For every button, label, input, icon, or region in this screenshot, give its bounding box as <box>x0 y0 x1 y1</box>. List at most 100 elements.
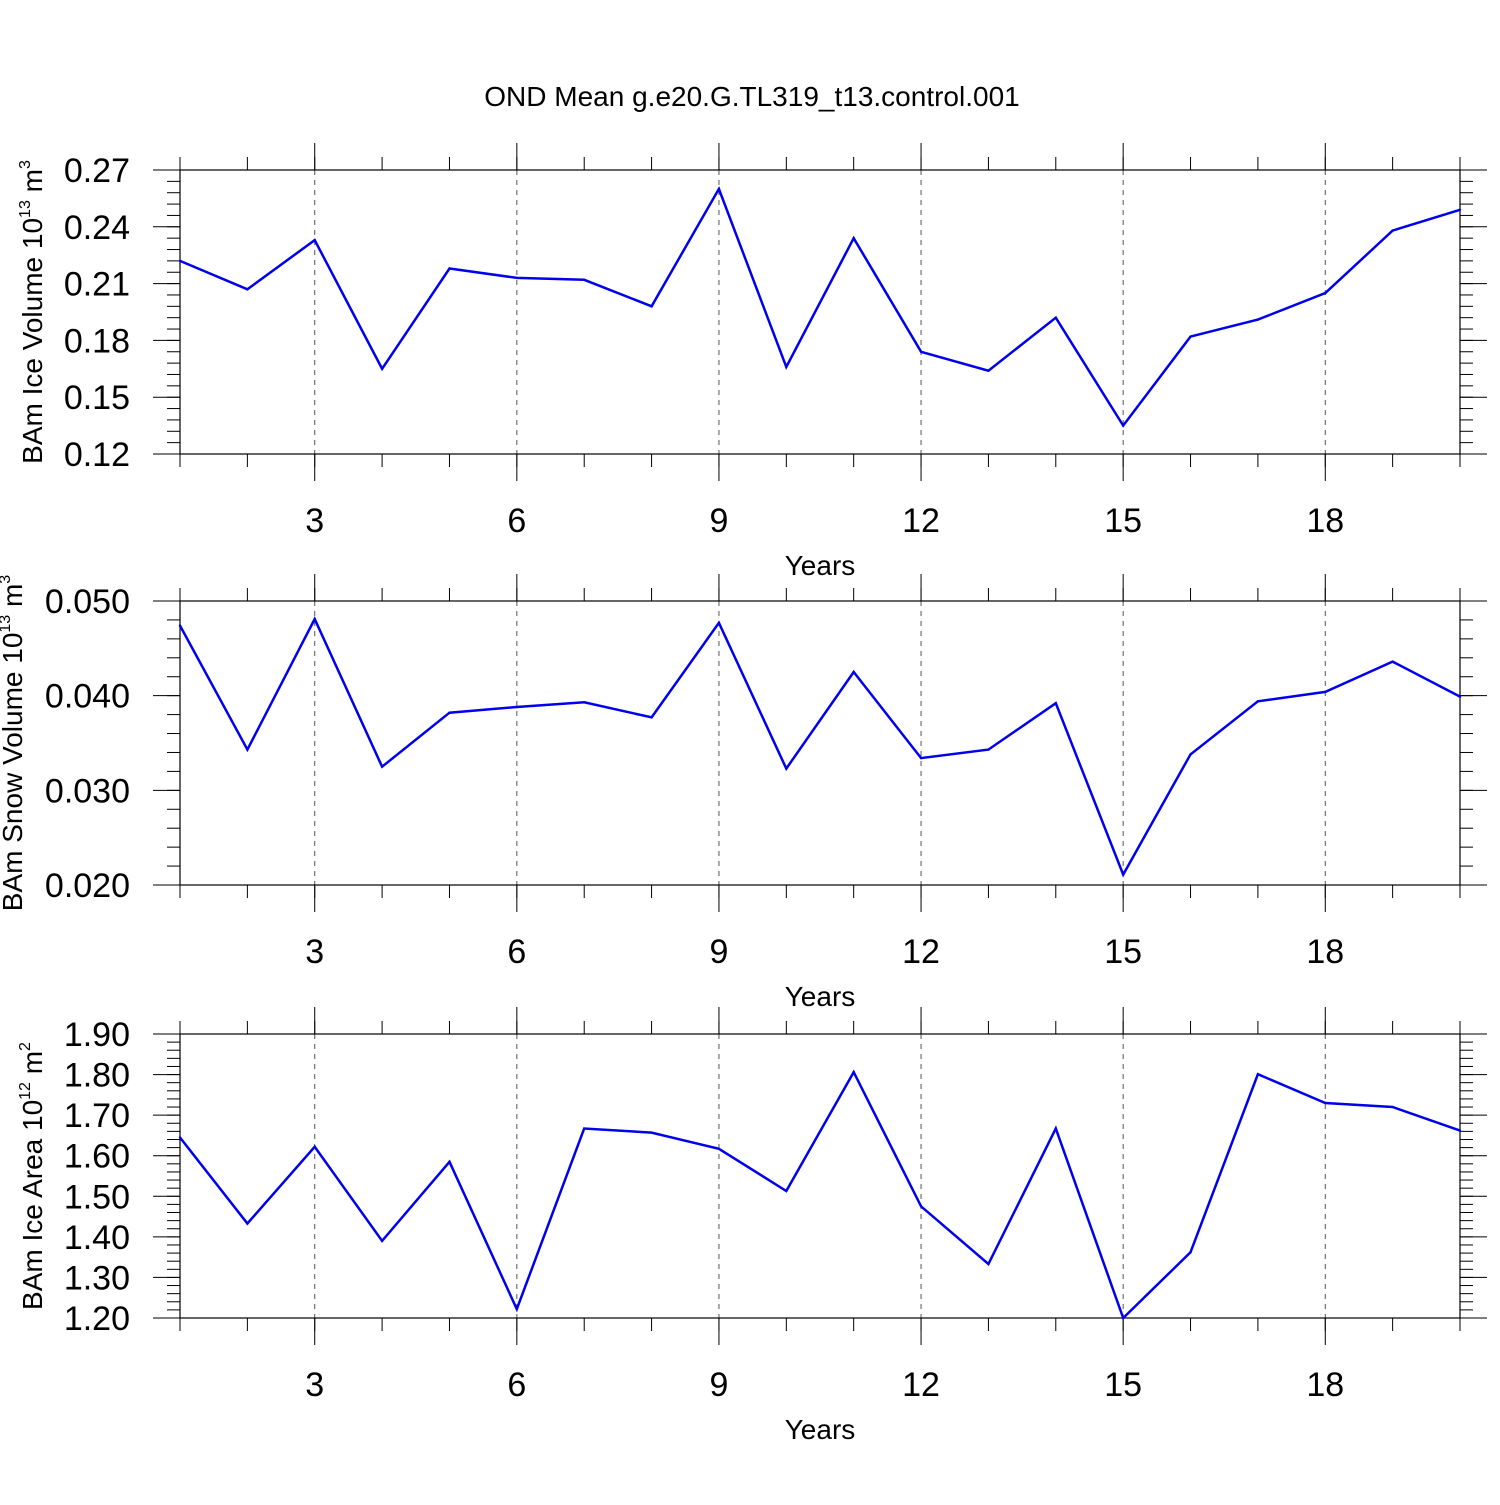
x-tick-label: 9 <box>709 1366 728 1404</box>
y-tick-label: 1.40 <box>64 1219 130 1257</box>
y-tick-label: 1.90 <box>64 1016 130 1054</box>
data-point <box>1121 424 1125 427</box>
y-tick-label: 1.60 <box>64 1138 130 1176</box>
data-point <box>919 350 923 353</box>
chart-title: OND Mean g.e20.G.TL319_t13.control.001 <box>484 81 1019 112</box>
y-tick-label: 0.24 <box>64 209 130 247</box>
data-point <box>1324 1101 1327 1105</box>
data-point <box>650 1131 653 1134</box>
data-point <box>1458 1129 1462 1132</box>
data-point <box>380 1239 384 1243</box>
data-point <box>515 276 519 280</box>
data-point <box>1324 291 1327 295</box>
y-tick-label: 0.020 <box>45 867 130 905</box>
data-point <box>1189 1251 1192 1254</box>
y-tick-label: 0.15 <box>64 379 130 417</box>
data-point <box>515 1307 519 1311</box>
data-point <box>246 748 249 751</box>
data-point <box>178 624 182 627</box>
data-point <box>583 701 586 704</box>
data-point <box>1458 208 1462 211</box>
data-point <box>1054 316 1057 319</box>
y-tick-label: 0.040 <box>45 678 130 716</box>
series-line <box>179 185 1461 428</box>
data-point <box>987 369 990 372</box>
x-axis-title: Years <box>785 1414 856 1445</box>
data-point <box>1121 1316 1125 1320</box>
y-tick-label: 1.30 <box>64 1259 130 1297</box>
data-point <box>313 617 316 621</box>
data-point <box>178 1136 182 1139</box>
data-point <box>785 767 788 770</box>
y-axis-title: BAm Ice Volume 1013 m3 <box>17 160 48 464</box>
y-tick-label: 1.20 <box>64 1300 130 1338</box>
data-point <box>1391 660 1394 663</box>
data-point <box>650 305 653 308</box>
x-tick-label: 6 <box>507 1366 526 1404</box>
data-point <box>1391 1105 1394 1109</box>
data-point <box>852 1070 855 1074</box>
x-tick-label: 3 <box>305 1366 324 1404</box>
data-point <box>246 288 249 291</box>
x-tick-label: 12 <box>902 933 940 971</box>
x-tick-label: 3 <box>305 502 324 540</box>
data-point <box>852 236 855 240</box>
data-point <box>1458 695 1462 698</box>
data-point <box>1189 753 1192 756</box>
plot-frame <box>179 1033 1461 1319</box>
x-axis-title: Years <box>785 550 856 581</box>
data-point <box>717 187 721 191</box>
series-line <box>179 1069 1461 1321</box>
data-point <box>1256 318 1260 321</box>
x-tick-label: 18 <box>1306 1366 1344 1404</box>
y-tick-label: 0.12 <box>64 436 130 474</box>
y-tick-label: 0.050 <box>45 583 130 621</box>
x-tick-label: 6 <box>507 502 526 540</box>
y-tick-label: 1.80 <box>64 1057 130 1095</box>
y-tick-label: 0.030 <box>45 772 130 810</box>
data-point <box>583 278 586 282</box>
panel-2: 3 6 9 12 15 18 0.020 0.030 0.040 0.050 Years BAm Sn… <box>0 574 1487 1012</box>
plot-frame <box>179 169 1461 455</box>
data-point <box>987 748 990 751</box>
x-tick-label: 9 <box>709 933 728 971</box>
data-point <box>1256 700 1260 703</box>
data-point <box>852 670 855 674</box>
panel-3: 3 6 9 12 15 18 1.201.301.401.501.601.701.801.9… <box>17 1007 1487 1445</box>
data-point <box>380 765 384 768</box>
data-point <box>313 238 316 242</box>
y-axis-title: BAm Ice Area 1012 m2 <box>17 1042 48 1310</box>
panel-1: 3 6 9 12 15 18 0.12 0.15 0.18 0.21 0.24 0.27 Years BA… <box>17 143 1487 581</box>
data-point <box>717 621 721 624</box>
data-point <box>919 756 923 760</box>
x-tick-label: 15 <box>1104 933 1142 971</box>
x-tick-label: 6 <box>507 933 526 971</box>
data-point <box>1324 690 1327 694</box>
data-point <box>583 1127 586 1130</box>
y-tick-label: 1.70 <box>64 1097 130 1135</box>
data-point <box>448 267 451 270</box>
x-tick-label: 3 <box>305 933 324 971</box>
data-point <box>448 711 451 714</box>
data-point <box>987 1262 990 1266</box>
x-axis-title: Years <box>785 981 856 1012</box>
data-point <box>1189 335 1192 338</box>
y-tick-label: 0.21 <box>64 266 130 304</box>
data-point <box>650 716 653 719</box>
data-point <box>380 367 384 370</box>
x-tick-label: 18 <box>1306 502 1344 540</box>
x-tick-label: 12 <box>902 1366 940 1404</box>
data-point <box>919 1205 923 1208</box>
x-tick-label: 12 <box>902 502 940 540</box>
data-point <box>1121 873 1125 876</box>
series-line <box>178 616 1461 878</box>
data-point <box>1054 1127 1057 1130</box>
data-point <box>515 705 519 709</box>
data-point <box>785 1189 788 1193</box>
data-point <box>1054 702 1057 705</box>
data-point <box>717 1147 721 1151</box>
data-point <box>246 1222 249 1225</box>
x-tick-label: 9 <box>709 502 728 540</box>
data-point <box>448 1160 451 1164</box>
